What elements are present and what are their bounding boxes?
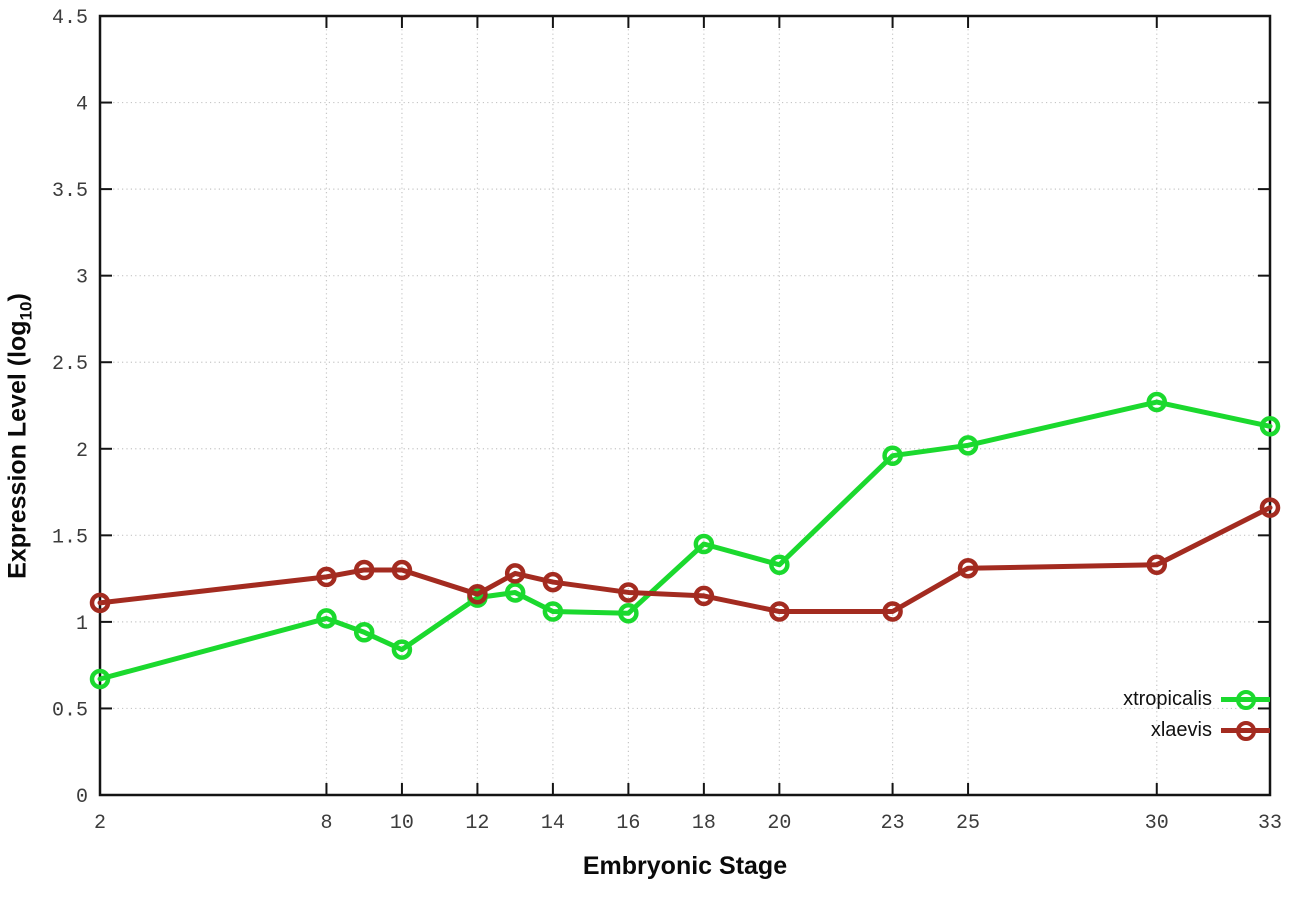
series-line-xtropicalis [97, 399, 1273, 682]
data-point-xlaevis-10 [391, 559, 413, 581]
data-point-xtropicalis-33 [1259, 416, 1281, 437]
data-point-xlaevis-12 [467, 583, 488, 605]
legend-label-xlaevis: xlaevis [1150, 719, 1212, 741]
data-point-xtropicalis-14 [542, 601, 564, 622]
y-axis-title-subscript: 10 [16, 301, 36, 321]
data-point-xlaevis-13 [504, 563, 526, 584]
legend-marker-xtropicalis [1221, 689, 1270, 710]
data-point-xtropicalis-25 [957, 435, 979, 456]
data-point-xtropicalis-8 [316, 608, 337, 629]
data-point-xlaevis-30 [1146, 554, 1168, 576]
y-axis-title: Expression Level (log10) [4, 293, 37, 579]
x-tick-label-14: 14 [541, 812, 565, 835]
data-point-xlaevis-9 [353, 559, 375, 581]
y-axis-title-text: Expression Level (log [3, 320, 32, 579]
y-tick-label-4: 4 [76, 94, 88, 117]
legend-item-xtropicalis: xtropicalis [1123, 689, 1270, 710]
data-point-xlaevis-18 [693, 585, 715, 607]
plot-border [98, 14, 1272, 797]
x-tick-label-8: 8 [320, 812, 332, 835]
x-axis-title: Embryonic Stage [582, 852, 788, 880]
y-tick-label-1.5: 1.5 [52, 526, 88, 549]
legend-label-xtropicalis: xtropicalis [1123, 688, 1212, 710]
y-tick-label-3: 3 [76, 267, 88, 290]
y-tick-label-3.5: 3.5 [52, 180, 88, 203]
x-tick-label-20: 20 [767, 812, 791, 835]
data-point-xlaevis-23 [882, 601, 903, 622]
x-tick-label-25: 25 [956, 812, 980, 835]
data-point-xtropicalis-30 [1146, 391, 1168, 413]
data-point-xtropicalis-13 [504, 582, 526, 603]
legend-item-xlaevis: xlaevis [1123, 720, 1270, 741]
x-tick-label-2: 2 [94, 812, 106, 835]
data-point-xtropicalis-16 [618, 602, 639, 624]
data-point-xlaevis-33 [1259, 497, 1281, 518]
data-point-xtropicalis-9 [353, 622, 375, 643]
data-point-xtropicalis-18 [693, 533, 715, 555]
data-point-xtropicalis-2 [89, 668, 111, 690]
x-tick-label-10: 10 [390, 812, 414, 835]
legend: xtropicalis xlaevis [1123, 689, 1270, 751]
x-tick-label-16: 16 [616, 812, 640, 835]
y-tick-label-2: 2 [76, 440, 88, 463]
y-tick-label-4.5: 4.5 [52, 7, 88, 30]
y-tick-label-1: 1 [76, 613, 88, 636]
data-point-xtropicalis-10 [391, 639, 413, 660]
legend-marker-xlaevis [1221, 720, 1270, 741]
data-point-xtropicalis-23 [882, 445, 903, 466]
y-tick-label-0: 0 [76, 786, 88, 809]
y-axis-title-close: ) [3, 293, 32, 302]
data-point-xlaevis-2 [89, 592, 111, 614]
y-tick-label-2.5: 2.5 [52, 353, 88, 376]
legend-ring-icon [1235, 689, 1256, 710]
x-tick-label-33: 33 [1258, 812, 1282, 835]
x-tick-label-18: 18 [692, 812, 716, 835]
x-tick-label-12: 12 [465, 812, 489, 835]
data-point-xtropicalis-20 [769, 554, 790, 576]
data-point-xlaevis-14 [542, 571, 564, 593]
data-point-xlaevis-16 [618, 582, 639, 603]
x-tick-label-23: 23 [881, 812, 905, 835]
data-point-xlaevis-20 [769, 601, 790, 622]
y-tick-label-0.5: 0.5 [52, 699, 88, 722]
data-point-xlaevis-25 [957, 557, 979, 579]
legend-ring-icon [1235, 720, 1256, 741]
x-tick-label-30: 30 [1145, 812, 1169, 835]
data-point-xlaevis-8 [316, 566, 337, 588]
